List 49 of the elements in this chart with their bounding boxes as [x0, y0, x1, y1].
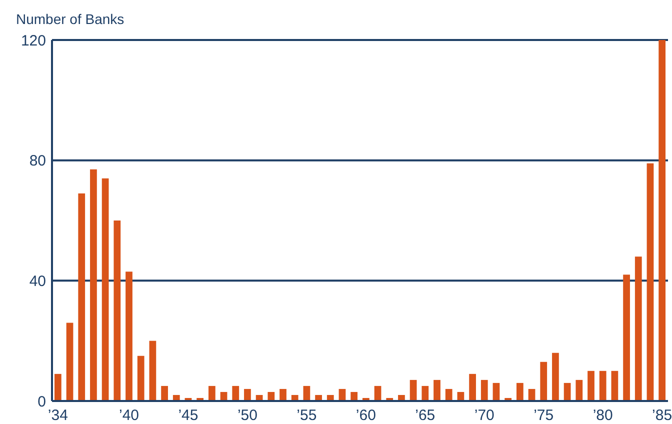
bar	[280, 388, 286, 401]
bar	[469, 374, 476, 401]
bar	[646, 163, 654, 401]
bar	[623, 274, 630, 401]
bar	[244, 388, 251, 401]
bar	[90, 169, 97, 401]
bar	[350, 392, 358, 401]
bar	[516, 382, 524, 401]
x-tick-label: ’60	[356, 407, 376, 424]
x-tick-label: ’75	[534, 407, 554, 424]
x-tick-label: ’85	[652, 407, 672, 424]
bar	[480, 380, 488, 401]
x-tick-label: ’50	[237, 407, 258, 424]
bar	[611, 370, 618, 401]
bar	[434, 380, 440, 401]
bar	[576, 380, 583, 401]
y-axis-title: Number of Banks	[16, 11, 124, 27]
bar	[422, 386, 429, 401]
y-tick-label: 0	[38, 393, 46, 410]
bar	[232, 386, 240, 401]
x-tick-label: ’80	[592, 407, 613, 424]
bar	[137, 356, 144, 401]
bar	[102, 178, 109, 401]
y-tick-label: 80	[29, 152, 46, 170]
bar	[78, 193, 86, 401]
bar	[445, 388, 452, 401]
bar	[552, 352, 559, 401]
bar	[268, 392, 275, 401]
bar	[149, 340, 156, 401]
y-tick-label: 120	[20, 32, 46, 50]
bar	[54, 374, 62, 401]
x-tick-label: ’70	[474, 407, 494, 424]
bar	[66, 322, 74, 401]
bar	[161, 386, 168, 401]
y-tick-label: 40	[29, 272, 46, 290]
bar	[634, 256, 642, 401]
bar	[126, 272, 132, 401]
bar	[208, 386, 216, 401]
bar	[540, 362, 548, 401]
x-tick-label: ’65	[415, 407, 436, 424]
bar	[588, 370, 594, 401]
x-tick-label: ’55	[296, 407, 317, 424]
bar	[114, 220, 121, 401]
bar	[658, 40, 666, 401]
bar	[410, 380, 417, 401]
bar	[599, 370, 606, 401]
x-tick-label: ’40	[118, 407, 140, 424]
x-tick-label: ’34	[48, 407, 68, 424]
x-tick-label: ’45	[178, 407, 198, 424]
